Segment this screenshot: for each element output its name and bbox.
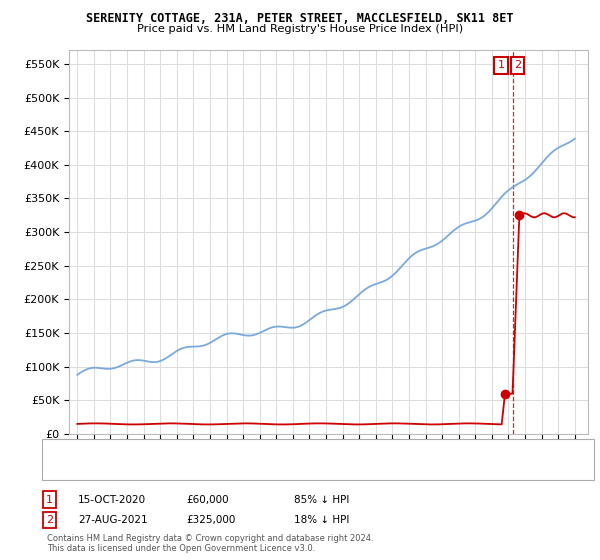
Text: ——: —— xyxy=(51,461,79,475)
Text: £325,000: £325,000 xyxy=(186,515,235,525)
Text: SERENITY COTTAGE, 231A, PETER STREET, MACCLESFIELD, SK11 8ET (detached house): SERENITY COTTAGE, 231A, PETER STREET, MA… xyxy=(75,447,467,456)
Text: ——: —— xyxy=(51,445,79,459)
Text: 2: 2 xyxy=(46,515,53,525)
Text: HPI: Average price, detached house, Cheshire East: HPI: Average price, detached house, Ches… xyxy=(75,464,304,473)
Text: £60,000: £60,000 xyxy=(186,494,229,505)
Text: 27-AUG-2021: 27-AUG-2021 xyxy=(78,515,148,525)
Text: Price paid vs. HM Land Registry's House Price Index (HPI): Price paid vs. HM Land Registry's House … xyxy=(137,24,463,34)
Text: 18% ↓ HPI: 18% ↓ HPI xyxy=(294,515,349,525)
Text: 85% ↓ HPI: 85% ↓ HPI xyxy=(294,494,349,505)
Text: 1: 1 xyxy=(46,494,53,505)
Text: 2: 2 xyxy=(514,60,521,70)
Text: Contains HM Land Registry data © Crown copyright and database right 2024.
This d: Contains HM Land Registry data © Crown c… xyxy=(47,534,373,553)
Text: SERENITY COTTAGE, 231A, PETER STREET, MACCLESFIELD, SK11 8ET: SERENITY COTTAGE, 231A, PETER STREET, MA… xyxy=(86,12,514,25)
Text: 15-OCT-2020: 15-OCT-2020 xyxy=(78,494,146,505)
Text: 1: 1 xyxy=(497,60,505,70)
